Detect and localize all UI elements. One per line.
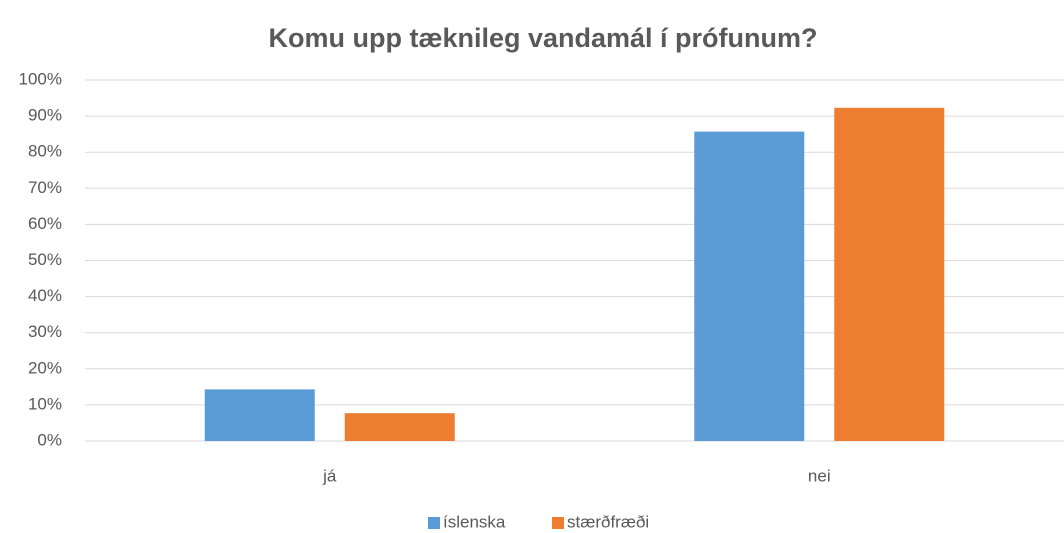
bar bbox=[694, 131, 805, 442]
legend-swatch bbox=[428, 517, 440, 529]
y-tick-label: 30% bbox=[28, 322, 62, 341]
x-tick-label: nei bbox=[808, 466, 831, 485]
y-tick-label: 90% bbox=[28, 106, 62, 125]
y-tick-label: 20% bbox=[28, 358, 62, 377]
bar bbox=[204, 389, 315, 441]
bar bbox=[344, 413, 455, 441]
y-tick-label: 100% bbox=[19, 69, 62, 88]
y-tick-label: 0% bbox=[37, 430, 62, 449]
y-tick-label: 10% bbox=[28, 394, 62, 413]
y-tick-label: 70% bbox=[28, 178, 62, 197]
y-tick-label: 40% bbox=[28, 286, 62, 305]
legend-label: íslenska bbox=[443, 512, 506, 531]
y-tick-label: 60% bbox=[28, 214, 62, 233]
y-tick-label: 80% bbox=[28, 142, 62, 161]
chart-title: Komu upp tæknileg vandamál í prófunum? bbox=[268, 23, 817, 53]
legend-swatch bbox=[552, 517, 564, 529]
legend-label: stærðfræði bbox=[567, 512, 649, 531]
y-tick-label: 50% bbox=[28, 250, 62, 269]
x-tick-label: já bbox=[322, 466, 337, 485]
bar bbox=[834, 107, 945, 441]
